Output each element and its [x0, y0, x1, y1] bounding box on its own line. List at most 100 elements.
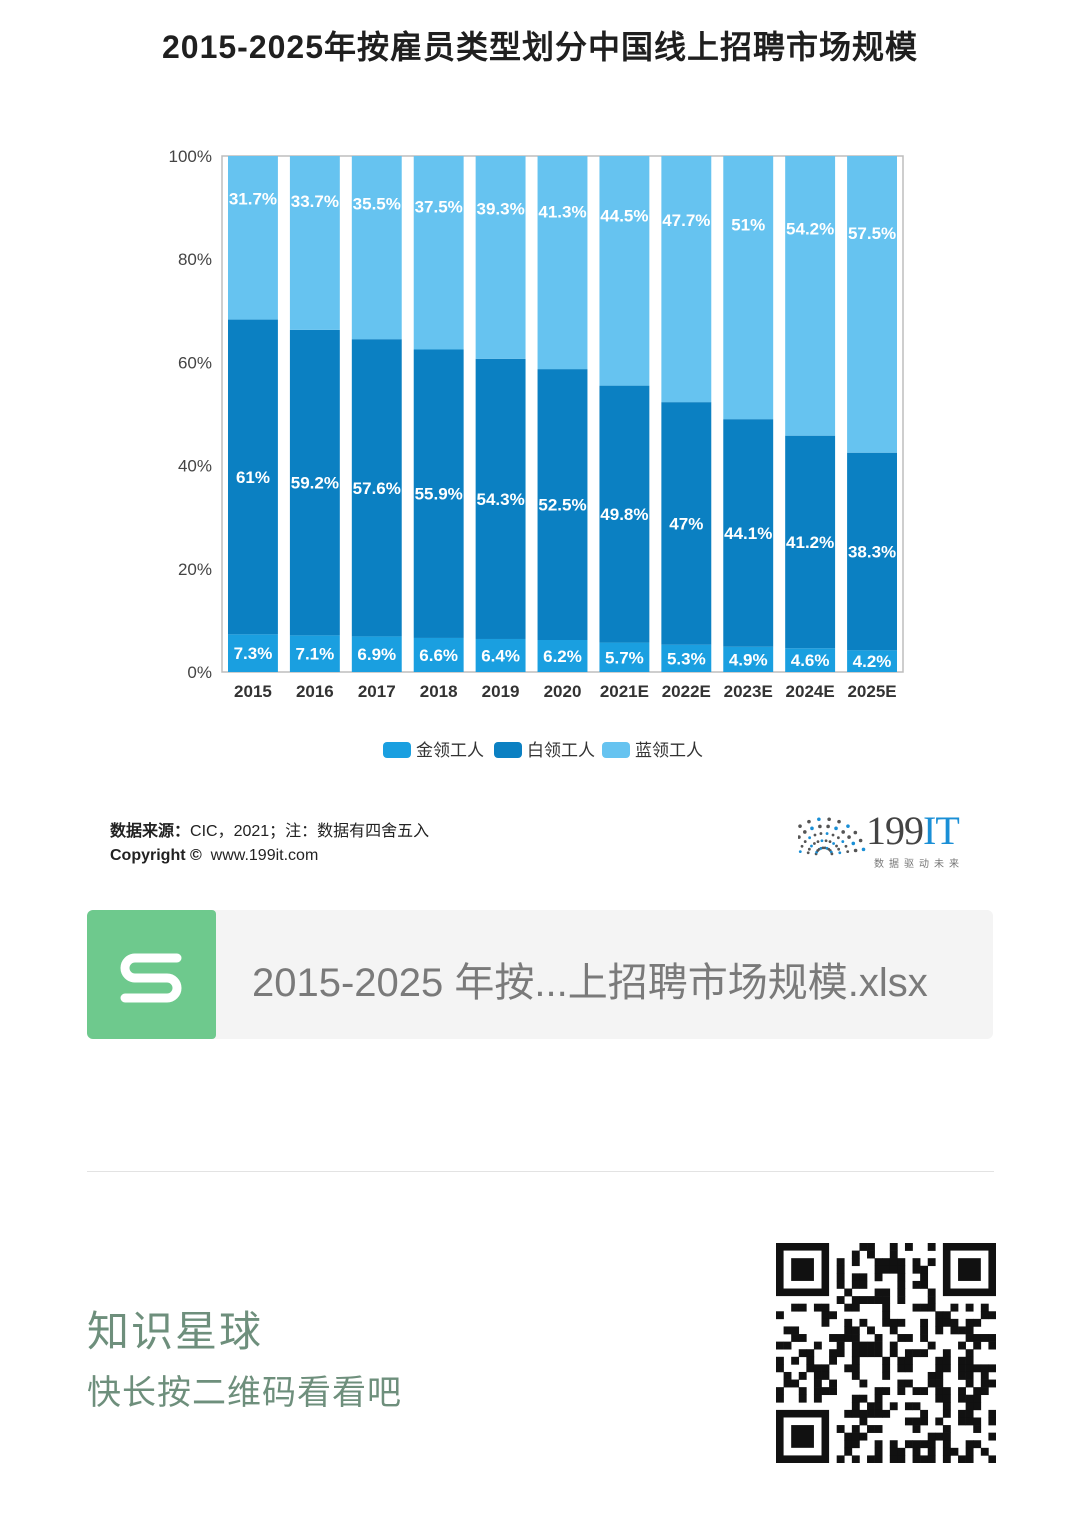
qr-module [927, 1243, 936, 1251]
qr-module [935, 1318, 944, 1327]
qr-module [904, 1243, 913, 1251]
qr-module [889, 1402, 898, 1411]
qr-module [829, 1349, 837, 1358]
data-label: 44.1% [724, 524, 772, 543]
qr-module [874, 1387, 883, 1396]
qr-module [980, 1379, 989, 1388]
qr-module [904, 1440, 913, 1449]
data-label: 54.2% [786, 220, 834, 239]
qr-module [874, 1425, 883, 1433]
logo-dot [800, 844, 804, 848]
qr-module [980, 1311, 989, 1320]
data-label: 6.4% [481, 646, 520, 665]
data-label: 47.7% [662, 211, 710, 230]
qr-code-icon[interactable] [776, 1243, 996, 1463]
qr-module [791, 1326, 800, 1335]
divider [87, 1171, 994, 1172]
qr-module [920, 1280, 929, 1289]
qr-module [897, 1387, 906, 1396]
qr-module [851, 1432, 860, 1441]
qr-module [950, 1447, 959, 1456]
data-label: 6.9% [357, 645, 396, 664]
logo-dot [841, 840, 845, 843]
qr-module [912, 1349, 921, 1358]
qr-module [942, 1394, 951, 1403]
qr-module [791, 1425, 814, 1448]
qr-module [798, 1303, 807, 1312]
bar-segment-1 [351, 339, 402, 637]
bar-segment-2 [785, 156, 836, 436]
qr-module [927, 1379, 936, 1388]
qr-module [867, 1349, 875, 1358]
qr-module [836, 1341, 845, 1350]
logo-dot [828, 840, 832, 844]
x-tick-label: 2019 [482, 682, 520, 701]
qr-module [851, 1280, 860, 1289]
bar-segment-0 [351, 636, 402, 672]
qr-module [942, 1349, 951, 1358]
y-tick-label: 40% [178, 457, 212, 476]
qr-module [851, 1341, 860, 1350]
spreadsheet-s-icon [87, 910, 216, 1039]
logo-dot [824, 839, 828, 843]
qr-module [836, 1258, 845, 1267]
data-label: 35.5% [353, 195, 401, 214]
logo-dot [861, 847, 866, 852]
logo-dot [846, 824, 850, 828]
qr-module [897, 1318, 906, 1327]
qr-module [927, 1455, 936, 1463]
file-attachment-card[interactable]: 2015-2025 年按...上招聘市场规模.xlsx [87, 910, 993, 1039]
logo-dot [846, 850, 850, 854]
data-label: 6.6% [419, 646, 458, 665]
chart-title: 2015-2025年按雇员类型划分中国线上招聘市场规模 [161, 29, 919, 65]
logo-dot [851, 841, 856, 846]
qr-module [897, 1379, 906, 1388]
x-tick-label: 2015 [234, 682, 272, 701]
bar-segment-0 [599, 642, 650, 672]
qr-module [965, 1326, 974, 1335]
data-label: 47% [669, 514, 703, 533]
qr-module [806, 1349, 815, 1358]
bar-segment-0 [723, 646, 774, 672]
data-label: 55.9% [415, 485, 463, 504]
qr-module [783, 1326, 792, 1335]
qr-module [798, 1394, 807, 1403]
qr-module [867, 1341, 875, 1350]
logo-dot [816, 840, 820, 844]
qr-module [973, 1341, 982, 1350]
qr-module [798, 1349, 807, 1358]
qr-module [965, 1303, 974, 1312]
qr-module [912, 1402, 921, 1411]
qr-module [958, 1394, 966, 1403]
logo-dot [831, 833, 835, 837]
logo-dot [830, 852, 834, 856]
bar-segment-1 [723, 419, 774, 647]
logo-dot [797, 835, 801, 839]
qr-module [874, 1273, 883, 1282]
logo-dot [858, 838, 863, 843]
qr-module [791, 1258, 814, 1281]
qr-module [927, 1296, 936, 1304]
qr-module [965, 1349, 974, 1358]
qr-module [829, 1334, 837, 1342]
qr-module [958, 1387, 966, 1396]
logo-dot [813, 842, 816, 845]
data-label: 31.7% [229, 190, 277, 209]
bar-segment-1 [537, 369, 588, 641]
data-label: 37.5% [415, 197, 463, 216]
qr-module [859, 1394, 868, 1403]
qr-module [965, 1394, 974, 1403]
qr-module [844, 1334, 853, 1342]
logo-dot [837, 819, 841, 824]
qr-module [950, 1318, 959, 1327]
qr-module [904, 1334, 913, 1342]
source-text: CIC，2021；注：数据有四舍五入 [190, 823, 430, 840]
qr-module [973, 1402, 982, 1411]
qr-module [942, 1409, 951, 1418]
qr-module [882, 1387, 891, 1396]
qr-module [920, 1303, 929, 1312]
data-label: 57.5% [848, 224, 896, 243]
qr-module [859, 1349, 868, 1358]
qr-module [829, 1356, 837, 1365]
bar-segment-1 [413, 349, 464, 638]
